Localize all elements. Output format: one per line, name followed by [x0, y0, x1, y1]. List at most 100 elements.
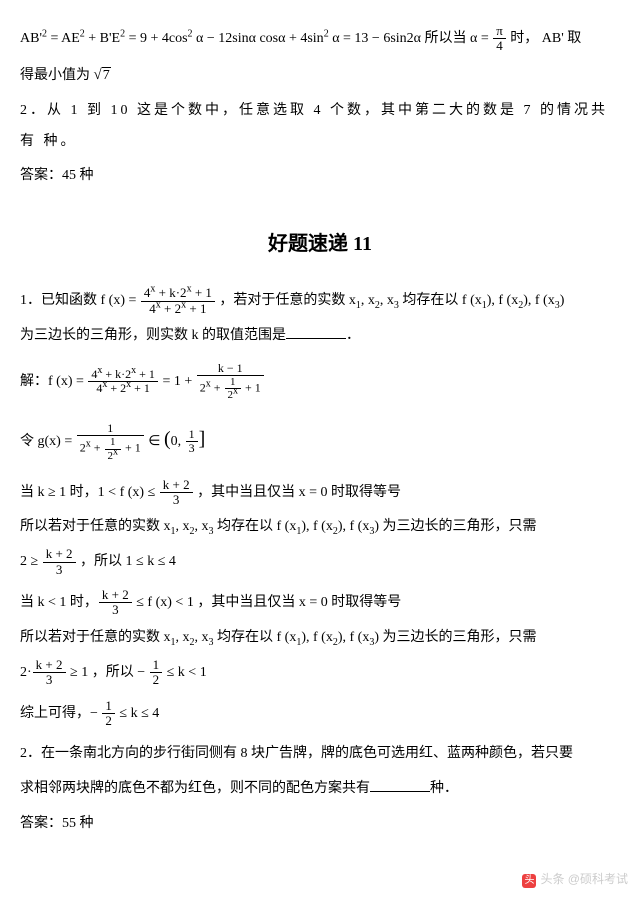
- num: π: [493, 24, 506, 38]
- t: k + 2: [160, 478, 193, 492]
- t: 2·: [20, 665, 32, 680]
- section-title: 好题速递 11: [20, 222, 620, 266]
- t: 当 k < 1 时，: [20, 595, 98, 610]
- den: 4: [493, 38, 506, 53]
- t: , x: [380, 293, 394, 308]
- t: +: [91, 441, 104, 455]
- t: 令 g(x) =: [20, 434, 76, 449]
- problem-2-line1: 2．在一条南北方向的步行街同侧有 8 块广告牌，牌的底色可选用红、蓝两种颜色，若…: [20, 739, 620, 770]
- t: 种．: [430, 781, 458, 796]
- t: α − 12sinα cosα + 4sin: [193, 31, 324, 46]
- t: + 1: [186, 301, 206, 316]
- t: + k·2: [155, 285, 186, 300]
- t: k − 1: [197, 362, 264, 375]
- t: 综上可得，−: [20, 706, 101, 721]
- formula-line-2: 得最小值为 √7: [20, 59, 620, 92]
- t: 1: [102, 699, 115, 713]
- t: 3: [160, 492, 193, 507]
- t: 3: [99, 602, 132, 617]
- t: ), f (x: [338, 519, 370, 534]
- t: ), f (x: [338, 630, 370, 645]
- t: 1．已知函数 f (x) =: [20, 293, 140, 308]
- t: + 1: [192, 285, 212, 300]
- t: ), f (x: [523, 293, 555, 308]
- t: , x: [176, 519, 190, 534]
- problem-2-line2: 求相邻两块牌的底色不都为红色，则不同的配色方案共有 种．: [20, 774, 620, 805]
- t: ≤ f (x) < 1 ，其中当且仅当 x = 0 时取得等号: [133, 595, 401, 610]
- t: k + 2: [99, 588, 132, 602]
- t: ), f (x: [301, 519, 333, 534]
- t: , x: [361, 293, 375, 308]
- t: 1: [150, 658, 163, 672]
- t: + 2: [161, 301, 181, 316]
- t: + 1: [242, 380, 261, 394]
- t: 1: [77, 422, 144, 435]
- t: k + 2: [33, 658, 66, 672]
- t: 得最小值为: [20, 68, 94, 83]
- t: ) 为三边长的三角形，只需: [374, 630, 536, 645]
- case2-line1: 当 k < 1 时，k + 23 ≤ f (x) < 1 ，其中当且仅当 x =…: [20, 588, 620, 619]
- conclusion: 综上可得，− 12 ≤ k ≤ 4: [20, 699, 620, 730]
- t: + 2: [107, 381, 126, 395]
- t: 求相邻两块牌的底色不都为红色，则不同的配色方案共有: [20, 781, 370, 796]
- sqrt-val: 7: [102, 67, 111, 83]
- problem-2-top: 2．从 1 到 10 这是个数中，任意选取 4 个数，其中第二大的数是 7 的情…: [20, 96, 620, 158]
- t: 2 ≥: [20, 554, 42, 569]
- t: 均存在以 f (x: [399, 293, 482, 308]
- t: ∈: [145, 434, 164, 449]
- t: α = 13 − 6sin2α 所以当 α =: [329, 31, 493, 46]
- answer-2: 答案：55 种: [20, 809, 620, 840]
- t: , x: [176, 630, 190, 645]
- t: + B'E: [85, 31, 120, 46]
- t: = 9 + 4cos: [125, 31, 187, 46]
- problem-1-line2: 为三边长的三角形，则实数 k 的取值范围是 ．: [20, 321, 620, 352]
- t: k + 2: [43, 547, 76, 561]
- case1-line1: 当 k ≥ 1 时，1 < f (x) ≤ k + 23 ，其中当且仅当 x =…: [20, 478, 620, 509]
- t: 所以若对于任意的实数 x: [20, 630, 171, 645]
- case2-line3: 2·k + 23 ≥ 1 ，所以 − 12 ≤ k < 1: [20, 658, 620, 689]
- t: 1: [186, 428, 198, 441]
- answer-2-top: 答案：45 种: [20, 161, 620, 192]
- t: , x: [195, 519, 209, 534]
- t: 0,: [171, 434, 185, 449]
- t: ≤ k ≤ 4: [116, 706, 159, 721]
- t: 3: [186, 441, 198, 455]
- t: +: [211, 380, 224, 394]
- t: 均存在以 f (x: [214, 519, 297, 534]
- t: + 1: [131, 381, 150, 395]
- blank: [370, 777, 430, 792]
- t: ) 为三边长的三角形，只需: [374, 519, 536, 534]
- logo-icon: 头: [522, 874, 536, 888]
- t: 所以若对于任意的实数 x: [20, 519, 171, 534]
- t: 解：f (x) =: [20, 374, 87, 389]
- solution-line1: 解：f (x) = 4x + k·2x + 14x + 2x + 1 = 1 +…: [20, 362, 620, 401]
- g-definition: 令 g(x) = 12x + 12x + 1 ∈ (0, 13]: [20, 417, 620, 461]
- blank: [286, 324, 346, 339]
- t: ，所以 1 ≤ k ≤ 4: [77, 554, 176, 569]
- t: 2: [102, 713, 115, 728]
- watermark: 头头条 @硕科考试: [522, 866, 628, 892]
- t: , x: [195, 630, 209, 645]
- t: ), f (x: [487, 293, 519, 308]
- t: = 1 +: [159, 374, 196, 389]
- t: 3: [43, 562, 76, 577]
- case2-line2: 所以若对于任意的实数 x1, x2, x3 均存在以 f (x1), f (x2…: [20, 623, 620, 654]
- t: + 1: [136, 367, 155, 381]
- watermark-text: 头条 @硕科考试: [540, 872, 628, 886]
- t: + 1: [122, 441, 141, 455]
- problem-1-line1: 1．已知函数 f (x) = 4x + k·2x + 14x + 2x + 1 …: [20, 286, 620, 317]
- t: ), f (x: [301, 630, 333, 645]
- t: 为三边长的三角形，则实数 k 的取值范围是: [20, 328, 286, 343]
- t: = AE: [47, 31, 80, 46]
- t: ，若对于任意的实数 x: [216, 293, 356, 308]
- t: 时， AB' 取: [507, 31, 581, 46]
- case1-line2: 所以若对于任意的实数 x1, x2, x3 均存在以 f (x1), f (x2…: [20, 512, 620, 543]
- t: ): [560, 293, 565, 308]
- t: ，其中当且仅当 x = 0 时取得等号: [194, 485, 401, 500]
- t: 2: [150, 672, 163, 687]
- t: 3: [33, 672, 66, 687]
- t: ≤ k < 1: [163, 665, 207, 680]
- t: 当 k ≥ 1 时，1 < f (x) ≤: [20, 485, 159, 500]
- t: ．: [346, 328, 360, 343]
- case1-line3: 2 ≥ k + 23 ，所以 1 ≤ k ≤ 4: [20, 547, 620, 578]
